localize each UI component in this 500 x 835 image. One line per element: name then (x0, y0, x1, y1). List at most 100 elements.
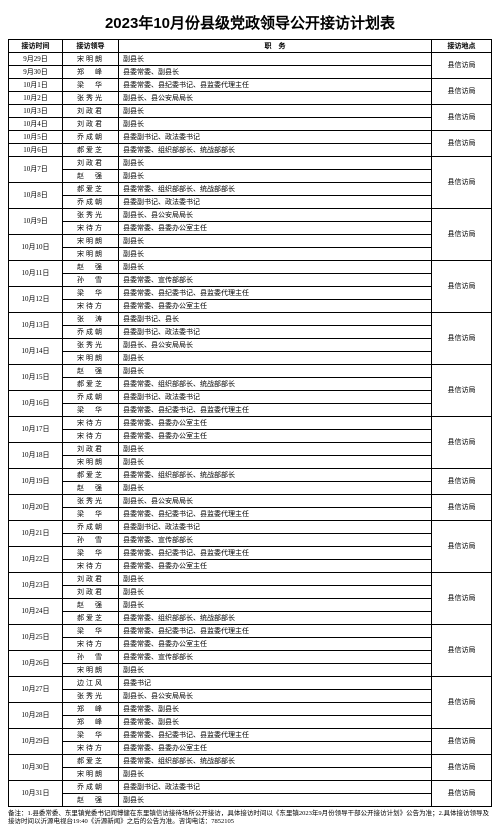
cell-duty: 县委常委、副县长 (119, 66, 432, 79)
table-row: 10月5日乔成朝县委副书记、政法委书记县信访局 (9, 131, 492, 144)
table-row: 10月8日郝爱芝县委常委、组织部部长、统战部部长 (9, 183, 492, 196)
table-row: 孙 雪县委常委、宣传部部长 (9, 534, 492, 547)
cell-date: 10月15日 (9, 365, 63, 391)
table-row: 9月29日宋明朗副县长县信访局 (9, 53, 492, 66)
cell-duty: 副县长 (119, 157, 432, 170)
table-row: 宋明朗副县长 (9, 456, 492, 469)
cell-duty: 副县长 (119, 352, 432, 365)
cell-leader: 刘政君 (63, 443, 119, 456)
cell-date: 10月7日 (9, 157, 63, 183)
cell-leader: 张秀光 (63, 339, 119, 352)
cell-duty: 副县长 (119, 105, 432, 118)
cell-leader: 梁 华 (63, 404, 119, 417)
cell-leader: 宋明朗 (63, 53, 119, 66)
cell-duty: 副县长 (119, 573, 432, 586)
cell-duty: 县委副书记、县长 (119, 313, 432, 326)
table-row: 10月19日郝爱芝县委常委、组织部部长、统战部部长县信访局 (9, 469, 492, 482)
cell-leader: 刘政君 (63, 573, 119, 586)
cell-leader: 郝爱芝 (63, 144, 119, 157)
cell-duty: 县委常委、县委办公室主任 (119, 300, 432, 313)
table-row: 赵 强副县长 (9, 794, 492, 807)
cell-duty: 副县长 (119, 482, 432, 495)
cell-duty: 县委常委、组织部部长、统战部部长 (119, 144, 432, 157)
cell-leader: 赵 强 (63, 365, 119, 378)
cell-leader: 赵 强 (63, 170, 119, 183)
table-row: 梁 华县委常委、县纪委书记、县监委代理主任 (9, 508, 492, 521)
table-row: 孙 雪县委常委、宣传部部长 (9, 274, 492, 287)
cell-duty: 县委常委、组织部部长、统战部部长 (119, 755, 432, 768)
header-leader: 接访领导 (63, 40, 119, 53)
cell-leader: 乔成朝 (63, 131, 119, 144)
cell-leader: 孙 雪 (63, 651, 119, 664)
cell-leader: 张 涛 (63, 313, 119, 326)
cell-duty: 副县长 (119, 170, 432, 183)
cell-leader: 赵 强 (63, 261, 119, 274)
footnote: 备注：1.县委常委、东里镇党委书记阎博健在东里镇信访接待场所公开接访，具体接访时… (8, 810, 492, 827)
table-row: 宋明朗副县长 (9, 768, 492, 781)
cell-date: 10月10日 (9, 235, 63, 261)
cell-duty: 副县长、县公安局局长 (119, 339, 432, 352)
cell-location: 县信访局 (432, 157, 492, 209)
table-row: 10月30日郝爱芝县委常委、组织部部长、统战部部长县信访局 (9, 755, 492, 768)
cell-duty: 副县长 (119, 599, 432, 612)
cell-duty: 县委副书记、政法委书记 (119, 326, 432, 339)
table-row: 10月27日边江风县委书记县信访局 (9, 677, 492, 690)
cell-leader: 梁 华 (63, 287, 119, 300)
header-loc: 接访地点 (432, 40, 492, 53)
cell-leader: 宋明朗 (63, 664, 119, 677)
table-row: 10月16日乔成朝县委副书记、政法委书记 (9, 391, 492, 404)
cell-location: 县信访局 (432, 79, 492, 105)
cell-date: 10月6日 (9, 144, 63, 157)
cell-duty: 县委常委、副县长 (119, 716, 432, 729)
cell-duty: 县委常委、宣传部部长 (119, 534, 432, 547)
table-row: 10月29日梁 华县委常委、县纪委书记、县监委代理主任县信访局 (9, 729, 492, 742)
table-row: 10月21日乔成朝县委副书记、政法委书记县信访局 (9, 521, 492, 534)
cell-date: 10月31日 (9, 781, 63, 807)
cell-leader: 郑 峰 (63, 703, 119, 716)
cell-leader: 张秀光 (63, 495, 119, 508)
table-row: 10月6日郝爱芝县委常委、组织部部长、统战部部长 (9, 144, 492, 157)
cell-duty: 县委副书记、政法委书记 (119, 521, 432, 534)
cell-duty: 副县长 (119, 456, 432, 469)
cell-duty: 县委常委、县纪委书记、县监委代理主任 (119, 547, 432, 560)
cell-leader: 郝爱芝 (63, 469, 119, 482)
table-row: 宋明朗副县长 (9, 248, 492, 261)
cell-location: 县信访局 (432, 495, 492, 521)
cell-leader: 刘政君 (63, 157, 119, 170)
table-row: 10月3日刘政君副县长县信访局 (9, 105, 492, 118)
table-row: 张秀光副县长、县公安局局长 (9, 690, 492, 703)
cell-leader: 郝爱芝 (63, 378, 119, 391)
cell-leader: 刘政君 (63, 586, 119, 599)
cell-duty: 副县长、县公安局局长 (119, 92, 432, 105)
cell-leader: 边江风 (63, 677, 119, 690)
cell-date: 10月30日 (9, 755, 63, 781)
cell-leader: 宋明朗 (63, 456, 119, 469)
cell-date: 10月16日 (9, 391, 63, 417)
table-row: 10月18日刘政君副县长 (9, 443, 492, 456)
cell-duty: 县委常委、县纪委书记、县监委代理主任 (119, 625, 432, 638)
cell-date: 10月25日 (9, 625, 63, 651)
cell-duty: 县委书记 (119, 677, 432, 690)
cell-date: 10月21日 (9, 521, 63, 547)
cell-date: 10月19日 (9, 469, 63, 495)
table-row: 宋待方县委常委、县委办公室主任 (9, 560, 492, 573)
cell-date: 10月24日 (9, 599, 63, 625)
table-row: 10月24日赵 强副县长 (9, 599, 492, 612)
cell-duty: 副县长、县公安局局长 (119, 495, 432, 508)
table-row: 宋待方县委常委、县委办公室主任 (9, 742, 492, 755)
cell-duty: 县委常委、县纪委书记、县监委代理主任 (119, 508, 432, 521)
cell-duty: 副县长 (119, 248, 432, 261)
cell-duty: 县委常委、组织部部长、统战部部长 (119, 378, 432, 391)
cell-leader: 刘政君 (63, 105, 119, 118)
cell-duty: 县委常委、县委办公室主任 (119, 430, 432, 443)
cell-leader: 宋待方 (63, 417, 119, 430)
cell-date: 10月27日 (9, 677, 63, 703)
cell-date: 10月1日 (9, 79, 63, 92)
cell-date: 10月20日 (9, 495, 63, 521)
cell-duty: 副县长、县公安局局长 (119, 209, 432, 222)
cell-duty: 副县长 (119, 261, 432, 274)
cell-leader: 宋待方 (63, 430, 119, 443)
table-row: 10月20日张秀光副县长、县公安局局长县信访局 (9, 495, 492, 508)
cell-location: 县信访局 (432, 469, 492, 495)
cell-leader: 乔成朝 (63, 391, 119, 404)
